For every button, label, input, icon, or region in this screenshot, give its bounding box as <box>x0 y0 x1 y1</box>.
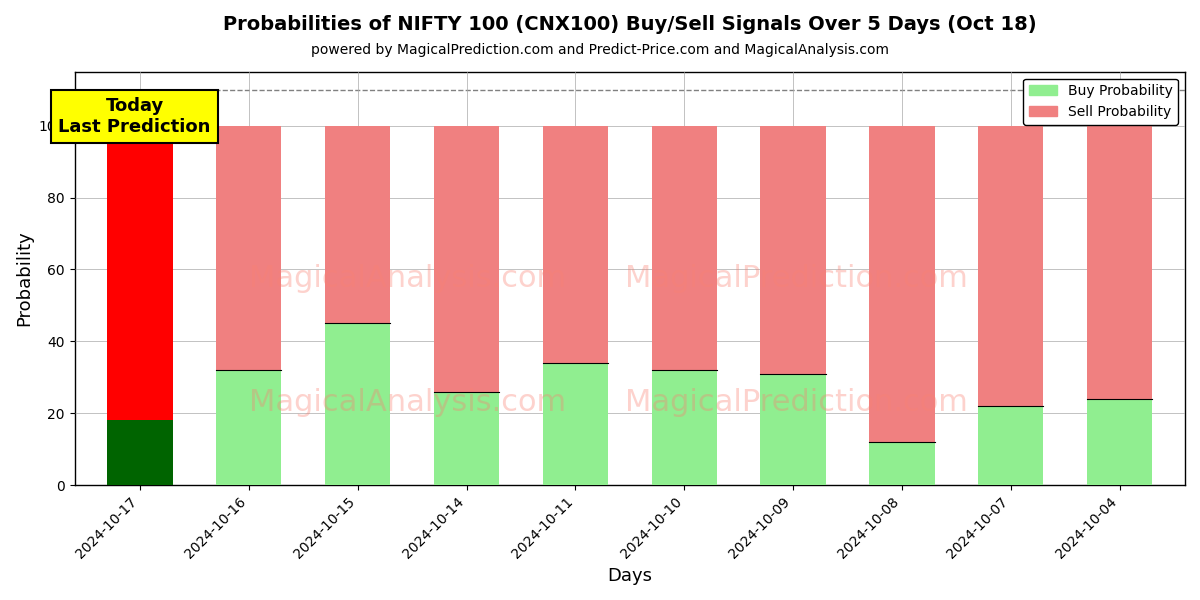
Legend: Buy Probability, Sell Probability: Buy Probability, Sell Probability <box>1024 79 1178 125</box>
Text: MagicalPrediction.com: MagicalPrediction.com <box>625 264 968 293</box>
Bar <box>978 125 1044 406</box>
Bar <box>869 442 935 485</box>
Text: MagicalPrediction.com: MagicalPrediction.com <box>625 388 968 417</box>
Bar <box>1087 399 1152 485</box>
Bar <box>434 392 499 485</box>
Text: MagicalAnalysis.com: MagicalAnalysis.com <box>250 388 566 417</box>
Title: Probabilities of NIFTY 100 (CNX100) Buy/Sell Signals Over 5 Days (Oct 18): Probabilities of NIFTY 100 (CNX100) Buy/… <box>223 15 1037 34</box>
Bar <box>1087 125 1152 399</box>
Y-axis label: Probability: Probability <box>16 230 34 326</box>
Bar <box>652 125 716 370</box>
Bar <box>216 125 282 370</box>
Bar <box>978 406 1044 485</box>
Bar <box>652 370 716 485</box>
Bar <box>107 421 173 485</box>
Bar <box>869 125 935 442</box>
Bar <box>761 125 826 374</box>
Bar <box>434 125 499 392</box>
Text: MagicalAnalysis.com: MagicalAnalysis.com <box>250 264 566 293</box>
Bar <box>325 125 390 323</box>
Text: Today
Last Prediction: Today Last Prediction <box>59 97 211 136</box>
Bar <box>107 125 173 421</box>
Bar <box>761 374 826 485</box>
Bar <box>542 363 608 485</box>
Bar <box>216 370 282 485</box>
Bar <box>325 323 390 485</box>
X-axis label: Days: Days <box>607 567 653 585</box>
Text: powered by MagicalPrediction.com and Predict-Price.com and MagicalAnalysis.com: powered by MagicalPrediction.com and Pre… <box>311 43 889 57</box>
Bar <box>542 125 608 363</box>
